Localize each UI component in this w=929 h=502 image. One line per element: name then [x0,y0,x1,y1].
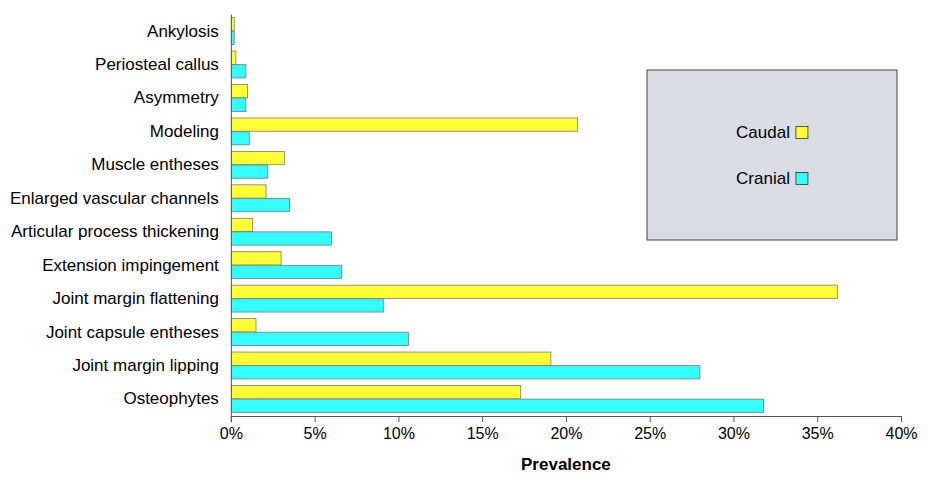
bar [231,218,253,231]
y-tick-label: Joint margin flattening [53,289,219,308]
x-tick-mark [566,416,567,422]
x-tick-label: 30% [718,425,750,442]
x-tick-mark [817,416,818,422]
bar [231,185,266,198]
y-axis: Ankylosis Periosteal callus Asymmetry Model… [10,15,231,417]
x-axis: 0% 5% 10% 15% 20% 25% 30% 35% 40% [220,416,918,442]
y-tick: Asymmetry [134,88,231,107]
x-tick-label: 0% [220,425,243,442]
bar [231,285,837,298]
bar [231,352,551,365]
x-tick-mark [315,416,316,422]
x-tick: 20% [550,416,582,442]
x-axis-line [231,417,901,423]
x-tick: 15% [467,416,499,442]
bar [231,332,409,345]
bar [231,232,332,245]
y-tick-label: Enlarged vascular channels [10,189,219,208]
bar [231,118,578,131]
y-tick: Osteophytes [123,389,230,408]
x-tick-label: 25% [634,425,666,442]
y-tick-label: Ankylosis [147,21,219,40]
y-tick: Ankylosis [147,21,231,40]
x-tick-mark [901,416,902,422]
bar [231,132,249,145]
x-tick-label: 10% [383,425,415,442]
x-tick: 0% [220,416,243,442]
bar [231,265,342,278]
y-tick: Periosteal callus [95,55,231,74]
plot: 0% 5% 10% 15% 20% 25% 30% 35% 40% Ankylosis Perios… [10,15,918,475]
bar [231,85,248,98]
y-tick-label: Osteophytes [123,389,218,408]
bar [231,252,281,265]
legend-swatch [796,127,808,139]
x-tick-mark [482,416,483,422]
chart: 0% 5% 10% 15% 20% 25% 30% 35% 40% Ankylosis Perios… [0,0,929,502]
x-tick-label: 40% [885,425,917,442]
bar [231,319,256,332]
x-tick-label: 20% [550,425,582,442]
x-tick: 10% [383,416,415,442]
bar [231,98,246,111]
legend-swatch [796,173,808,185]
legend-item: Caudal [736,123,808,142]
x-tick: 5% [304,416,327,442]
x-tick-label: 35% [802,425,834,442]
y-tick: Enlarged vascular channels [10,189,231,208]
y-tick-label: Periosteal callus [95,55,219,74]
y-tick-label: Articular process thickening [11,222,219,241]
bar [231,366,700,379]
x-axis-title: Prevalence [521,455,611,474]
legend: Caudal Cranial [647,70,897,240]
y-tick: Extension impingement [42,256,231,275]
x-tick: 35% [802,416,834,442]
bar [231,386,521,399]
x-tick-label: 15% [467,425,499,442]
x-tick: 30% [718,416,750,442]
y-axis-line [231,15,232,417]
y-tick-label: Asymmetry [134,88,220,107]
y-tick-label: Modeling [150,122,219,141]
y-tick: Joint margin lipping [72,356,230,375]
y-tick-label: Extension impingement [42,256,219,275]
y-tick-label: Muscle entheses [91,155,219,174]
bar [231,65,246,78]
bar [231,198,290,211]
legend-box [647,70,897,240]
y-tick: Muscle entheses [91,155,231,174]
y-tick: Modeling [150,122,231,141]
bar [231,165,268,178]
x-tick-mark [650,416,651,422]
x-tick-label: 5% [304,425,327,442]
legend-label: Cranial [736,169,790,188]
legend-item: Cranial [736,169,808,188]
bar [231,299,383,312]
y-tick: Joint margin flattening [53,289,231,308]
y-tick: Joint capsule entheses [46,322,231,341]
y-tick-label: Joint margin lipping [72,356,218,375]
legend-label: Caudal [736,123,790,142]
x-tick-mark [733,416,734,422]
x-tick-mark [398,416,399,422]
bar [231,151,285,164]
y-tick: Articular process thickening [11,222,231,241]
x-tick: 25% [634,416,666,442]
y-tick-label: Joint capsule entheses [46,322,219,341]
x-tick: 40% [885,416,917,442]
bar [231,399,764,412]
x-tick-mark [231,416,232,422]
